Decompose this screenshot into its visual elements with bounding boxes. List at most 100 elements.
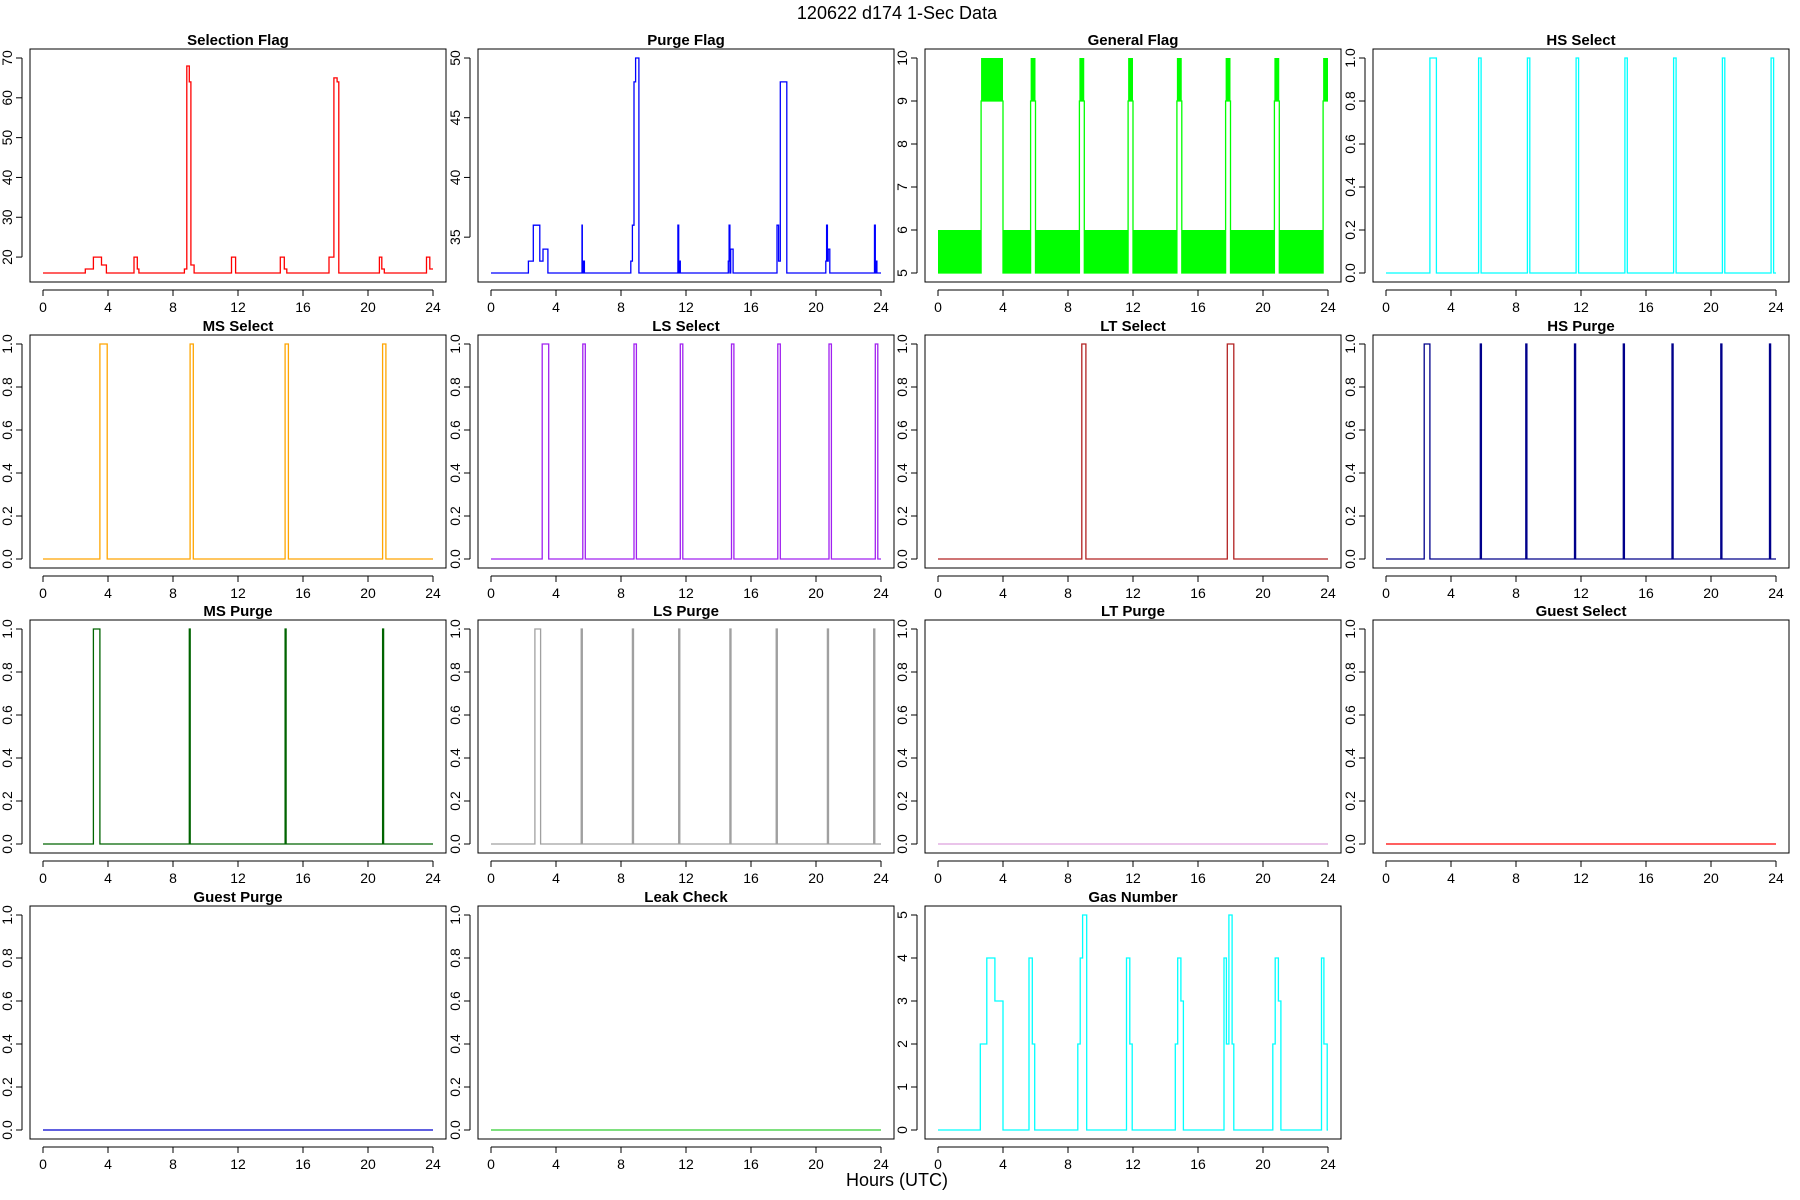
- x-tick-label-gas-number-5: 20: [1255, 1156, 1271, 1172]
- y-tick-label-ls-purge-3: 0.6: [447, 705, 463, 725]
- y-tick-label-hs-purge-5: 1.0: [1342, 334, 1358, 354]
- y-tick-label-leak-check-5: 1.0: [447, 905, 463, 925]
- y-tick-label-ls-select-0: 0.0: [447, 549, 463, 569]
- band-general-flag-1-3: [1128, 58, 1133, 101]
- plot-frame-gas-number: [924, 905, 1342, 1140]
- x-tick-label-selection-flag-1: 4: [104, 299, 112, 315]
- y-tick-label-guest-select-5: 1.0: [1342, 619, 1358, 639]
- band-general-flag-0-7: [1279, 230, 1324, 273]
- band-general-flag-1-0: [981, 58, 1003, 101]
- y-tick-label-leak-check-4: 0.8: [447, 948, 463, 968]
- panel-ls-select: LS Select 0 4 8 12 16 20 24 0.0 0.2 0.4 0.6 0.8 1.0: [447, 318, 895, 601]
- y-tick-label-hs-purge-2: 0.4: [1342, 463, 1358, 483]
- panel-guest-purge: Guest Purge 0 4 8 12 16 20 24 0.0 0.2 0.4 0.6 0.8 1.0: [0, 889, 447, 1172]
- y-tick-label-ms-select-3: 0.6: [0, 420, 15, 440]
- x-tick-label-general-flag-5: 20: [1255, 299, 1271, 315]
- y-tick-label-lt-select-0: 0.0: [894, 549, 910, 569]
- y-tick-label-ls-select-1: 0.2: [447, 506, 463, 526]
- x-tick-label-hs-select-2: 8: [1512, 299, 1520, 315]
- x-tick-label-lt-purge-0: 0: [934, 870, 942, 886]
- x-tick-label-guest-select-3: 12: [1573, 870, 1589, 886]
- panel-leak-check: Leak Check 0 4 8 12 16 20 24 0.0 0.2 0.4 0.6 0.8 1.0: [447, 889, 895, 1172]
- panel-title-lt-select: LT Select: [1100, 318, 1166, 335]
- x-tick-label-purge-flag-6: 24: [873, 299, 889, 315]
- x-tick-label-ms-select-3: 12: [230, 585, 246, 601]
- plot-frame-leak-check: [477, 905, 895, 1140]
- y-tick-label-general-flag-3: 8: [894, 140, 910, 148]
- x-tick-label-hs-purge-3: 12: [1573, 585, 1589, 601]
- panel-title-lt-purge: LT Purge: [1101, 603, 1165, 620]
- x-tick-label-ms-purge-5: 20: [360, 870, 376, 886]
- y-tick-label-ms-purge-1: 0.2: [0, 791, 15, 811]
- y-tick-label-purge-flag-2: 45: [447, 110, 463, 126]
- x-tick-label-ms-select-5: 20: [360, 585, 376, 601]
- x-tick-label-ms-select-4: 16: [295, 585, 311, 601]
- y-tick-label-lt-purge-2: 0.4: [894, 748, 910, 768]
- x-tick-label-guest-select-6: 24: [1768, 870, 1784, 886]
- y-tick-label-guest-select-4: 0.8: [1342, 662, 1358, 682]
- x-tick-label-guest-select-1: 4: [1447, 870, 1455, 886]
- x-tick-label-gas-number-1: 4: [999, 1156, 1007, 1172]
- y-tick-label-ls-purge-1: 0.2: [447, 791, 463, 811]
- panel-title-leak-check: Leak Check: [644, 889, 728, 906]
- panel-lt-purge: LT Purge 0 4 8 12 16 20 24 0.0 0.2 0.4 0.6 0.8 1.0: [894, 603, 1342, 886]
- x-tick-label-purge-flag-1: 4: [552, 299, 560, 315]
- band-general-flag-0-0: [938, 230, 982, 273]
- x-tick-label-selection-flag-0: 0: [39, 299, 47, 315]
- series-line-ls-purge: [491, 628, 881, 845]
- x-tick-label-lt-purge-4: 16: [1190, 870, 1206, 886]
- y-tick-label-hs-purge-4: 0.8: [1342, 377, 1358, 397]
- panel-title-gas-number: Gas Number: [1088, 889, 1177, 906]
- plot-frame-selection-flag: [29, 48, 447, 283]
- y-tick-label-gas-number-0: 0: [894, 1126, 910, 1134]
- x-tick-label-guest-purge-3: 12: [230, 1156, 246, 1172]
- x-tick-label-ms-purge-6: 24: [425, 870, 441, 886]
- x-tick-label-ls-purge-3: 12: [678, 870, 694, 886]
- x-tick-label-ms-select-1: 4: [104, 585, 112, 601]
- y-tick-label-hs-select-5: 1.0: [1342, 48, 1358, 68]
- y-tick-label-ls-purge-0: 0.0: [447, 834, 463, 854]
- y-tick-label-hs-purge-3: 0.6: [1342, 420, 1358, 440]
- y-tick-label-gas-number-1: 1: [894, 1083, 910, 1091]
- plot-frame-general-flag: [924, 48, 1342, 283]
- y-tick-label-ms-purge-4: 0.8: [0, 662, 15, 682]
- x-tick-label-ls-select-0: 0: [487, 585, 495, 601]
- x-tick-label-hs-purge-6: 24: [1768, 585, 1784, 601]
- x-tick-label-hs-purge-1: 4: [1447, 585, 1455, 601]
- y-tick-label-guest-purge-4: 0.8: [0, 948, 15, 968]
- x-tick-label-leak-check-4: 16: [743, 1156, 759, 1172]
- plot-frame-purge-flag: [477, 48, 895, 283]
- x-tick-label-lt-select-1: 4: [999, 585, 1007, 601]
- panel-selection-flag: Selection Flag 0 4 8 12 16 20 24 20 30 40 50 60 70: [0, 32, 447, 315]
- x-tick-label-ms-select-0: 0: [39, 585, 47, 601]
- y-tick-label-lt-purge-4: 0.8: [894, 662, 910, 682]
- y-tick-label-ms-select-1: 0.2: [0, 506, 15, 526]
- x-tick-label-purge-flag-5: 20: [808, 299, 824, 315]
- y-tick-label-gas-number-3: 3: [894, 997, 910, 1005]
- x-tick-label-hs-select-6: 24: [1768, 299, 1784, 315]
- y-tick-label-guest-select-3: 0.6: [1342, 705, 1358, 725]
- y-tick-label-hs-purge-1: 0.2: [1342, 506, 1358, 526]
- y-tick-label-selection-flag-2: 40: [0, 169, 15, 185]
- y-tick-label-lt-purge-0: 0.0: [894, 834, 910, 854]
- panel-lt-select: LT Select 0 4 8 12 16 20 24 0.0 0.2 0.4 0.6 0.8 1.0: [894, 318, 1342, 601]
- y-tick-label-lt-select-2: 0.4: [894, 463, 910, 483]
- x-tick-label-selection-flag-4: 16: [295, 299, 311, 315]
- x-tick-label-guest-purge-6: 24: [425, 1156, 441, 1172]
- y-tick-label-leak-check-0: 0.0: [447, 1120, 463, 1140]
- y-tick-label-ms-select-2: 0.4: [0, 463, 15, 483]
- x-tick-label-general-flag-2: 8: [1064, 299, 1072, 315]
- y-tick-label-ls-select-3: 0.6: [447, 420, 463, 440]
- y-tick-label-purge-flag-0: 35: [447, 229, 463, 245]
- x-tick-label-hs-purge-0: 0: [1382, 585, 1390, 601]
- band-general-flag-1-1: [1030, 58, 1036, 101]
- x-tick-label-hs-purge-4: 16: [1638, 585, 1654, 601]
- y-tick-label-general-flag-1: 6: [894, 226, 910, 234]
- panel-title-ms-purge: MS Purge: [203, 603, 272, 620]
- y-tick-label-hs-select-4: 0.8: [1342, 91, 1358, 111]
- x-tick-label-selection-flag-6: 24: [425, 299, 441, 315]
- y-tick-label-ms-purge-5: 1.0: [0, 619, 15, 639]
- x-tick-label-gas-number-6: 24: [1320, 1156, 1336, 1172]
